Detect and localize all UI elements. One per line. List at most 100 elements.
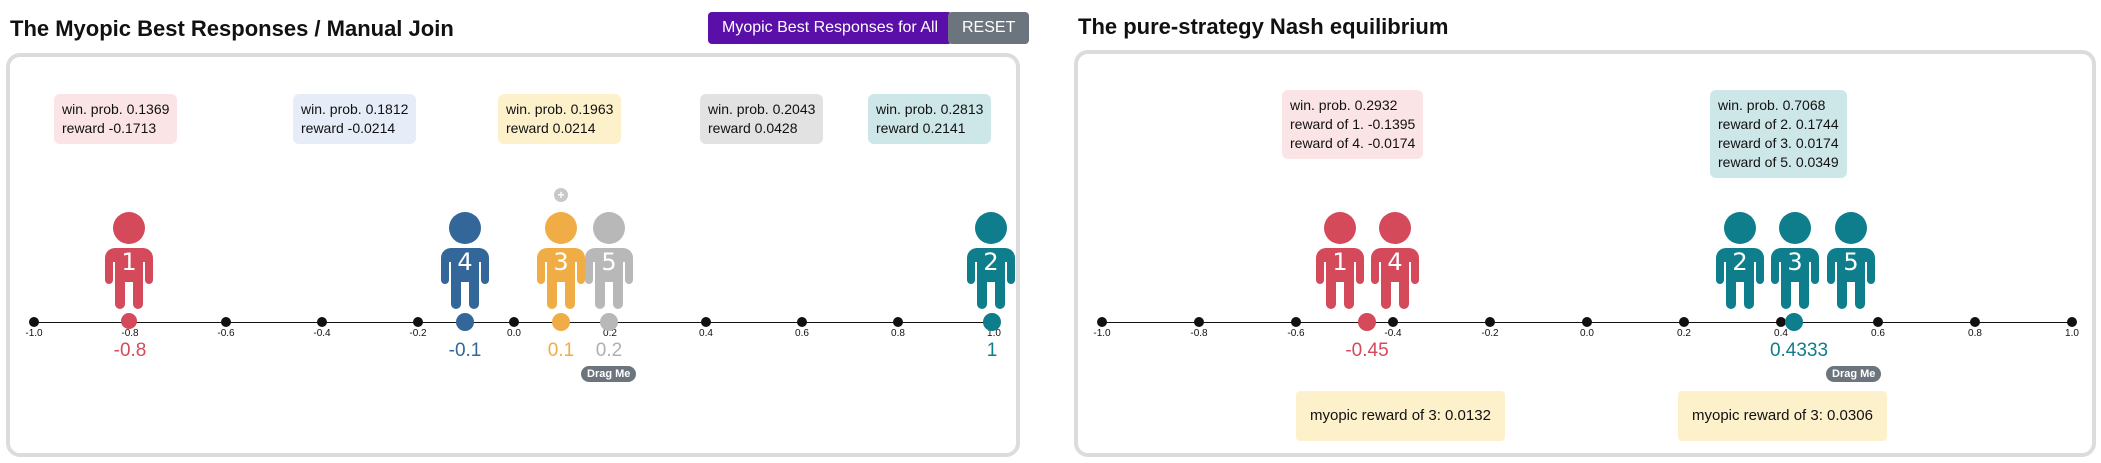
person-icon: [1771, 212, 1819, 309]
drag-me-badge[interactable]: Drag Me: [1826, 366, 1882, 382]
player-number: 4: [457, 248, 473, 276]
axis-tick-dot: [1194, 317, 1204, 327]
position-label-4: -0.1: [448, 340, 482, 361]
drag-me-badge[interactable]: Drag Me: [581, 366, 637, 382]
info-box-player-1: win. prob. 0.1369 reward -0.1713: [54, 94, 178, 144]
myopic-reward-box-right: myopic reward of 3: 0.0306: [1678, 391, 1887, 441]
position-marker-2[interactable]: [983, 313, 1001, 331]
win-prob: win. prob. 0.2043: [708, 101, 816, 117]
axis-tick-dot: [1388, 317, 1398, 327]
player-number: 2: [983, 248, 999, 276]
axis-tick-label: 0.0: [507, 328, 521, 339]
player-figure-4[interactable]: 4: [1365, 210, 1425, 310]
axis-tick-dot: [2067, 317, 2077, 327]
player-number: 2: [1732, 248, 1748, 276]
axis-tick-dot: [509, 317, 519, 327]
player-number: 3: [553, 248, 569, 276]
win-prob: win. prob. 0.1369: [62, 101, 170, 117]
position-marker-group-left[interactable]: [1358, 313, 1376, 331]
info-box-player-4: win. prob. 0.1812 reward -0.0214: [293, 94, 417, 144]
player-figure-3[interactable]: 3: [531, 210, 591, 310]
player-figure-5[interactable]: 5: [1821, 210, 1881, 310]
info-box-player-2: win. prob. 0.2813 reward 0.2141: [868, 94, 992, 144]
axis-tick-label: -1.0: [25, 328, 43, 339]
axis-tick-dot: [1097, 317, 1107, 327]
axis-tick-dot: [1970, 317, 1980, 327]
axis-tick-dot: [797, 317, 807, 327]
reward: reward 0.2141: [876, 120, 966, 136]
reward: reward 0.0214: [506, 120, 596, 136]
reward: reward 0.0428: [708, 120, 798, 136]
myopic-best-responses-all-button[interactable]: Myopic Best Responses for All: [708, 12, 953, 44]
info-box-player-3: win. prob. 0.1963 reward 0.0214: [498, 94, 622, 144]
axis-tick-label: 0.6: [1871, 328, 1885, 339]
player-figure-2[interactable]: 2: [961, 210, 1021, 310]
win-prob: win. prob. 0.2813: [876, 101, 984, 117]
person-icon: [1716, 212, 1764, 309]
player-number: 3: [1787, 248, 1803, 276]
reward: reward -0.0214: [301, 120, 396, 136]
axis-tick-label: 0.4: [699, 328, 713, 339]
axis-tick-label: -0.6: [1287, 328, 1305, 339]
axis-tick-dot: [893, 317, 903, 327]
left-panel-title: The Myopic Best Responses / Manual Join: [10, 16, 454, 41]
person-icon: [1316, 212, 1364, 309]
axis-tick-label: -0.4: [1384, 328, 1402, 339]
reset-button[interactable]: RESET: [948, 12, 1030, 44]
right-panel-title: The pure-strategy Nash equilibrium: [1078, 14, 1449, 39]
reward: reward of 4. -0.0174: [1290, 135, 1416, 151]
player-figure-3[interactable]: 3: [1765, 210, 1825, 310]
person-icon: [585, 212, 633, 309]
axis-tick-dot: [1679, 317, 1689, 327]
position-marker-5[interactable]: [600, 313, 618, 331]
axis-tick-label: 0.6: [795, 328, 809, 339]
axis-tick-label: -0.2: [409, 328, 427, 339]
info-box-group-left: win. prob. 0.2932 reward of 1. -0.1395 r…: [1282, 90, 1424, 159]
player-figure-5[interactable]: 5: [579, 210, 639, 310]
axis-tick-dot: [1291, 317, 1301, 327]
axis-tick-label: -0.8: [1190, 328, 1208, 339]
position-marker-4[interactable]: [456, 313, 474, 331]
person-icon: [1371, 212, 1419, 309]
axis-tick-dot: [1582, 317, 1592, 327]
axis-tick-dot: [221, 317, 231, 327]
player-figure-2[interactable]: 2: [1710, 210, 1770, 310]
axis-tick-label: -0.2: [1481, 328, 1499, 339]
position-marker-group-right[interactable]: [1785, 313, 1803, 331]
axis-tick-label: 0.2: [1677, 328, 1691, 339]
person-icon: [105, 212, 153, 309]
info-box-group-right: win. prob. 0.7068 reward of 2. 0.1744 re…: [1710, 90, 1847, 178]
person-icon: [967, 212, 1015, 309]
axis-tick-label: 0.8: [1968, 328, 1982, 339]
axis-tick-label: 0.8: [891, 328, 905, 339]
position-label-1: -0.8: [113, 340, 147, 361]
axis-tick-dot: [1776, 317, 1786, 327]
player-number: 4: [1387, 248, 1403, 276]
axis-tick-label: -1.0: [1093, 328, 1111, 339]
axis-tick-dot: [1485, 317, 1495, 327]
axis-tick-label: 1.0: [2065, 328, 2079, 339]
position-label-5: 0.2: [595, 340, 623, 361]
player-number: 5: [601, 248, 617, 276]
reward: reward of 2. 0.1744: [1718, 116, 1839, 132]
myopic-reward-box-left: myopic reward of 3: 0.0132: [1296, 391, 1505, 441]
win-prob: win. prob. 0.1812: [301, 101, 409, 117]
plus-icon[interactable]: +: [554, 188, 568, 202]
axis-tick-dot: [317, 317, 327, 327]
axis-tick-dot: [701, 317, 711, 327]
win-prob: win. prob. 0.2932: [1290, 97, 1398, 113]
player-number: 1: [121, 248, 137, 276]
position-marker-1[interactable]: [121, 313, 137, 329]
axis-tick-dot: [1873, 317, 1883, 327]
reward: reward of 3. 0.0174: [1718, 135, 1839, 151]
position-marker-3[interactable]: [552, 313, 570, 331]
axis-tick-label: 1.0: [987, 328, 1001, 339]
position-label-group-right: 0.4333: [1769, 340, 1829, 361]
player-figure-1[interactable]: 1: [99, 210, 159, 310]
axis-tick-label: 0.2: [603, 328, 617, 339]
person-icon: [537, 212, 585, 309]
player-figure-4[interactable]: 4: [435, 210, 495, 310]
player-figure-1[interactable]: 1: [1310, 210, 1370, 310]
info-box-player-5: win. prob. 0.2043 reward 0.0428: [700, 94, 824, 144]
axis-tick-label: 0.0: [1580, 328, 1594, 339]
